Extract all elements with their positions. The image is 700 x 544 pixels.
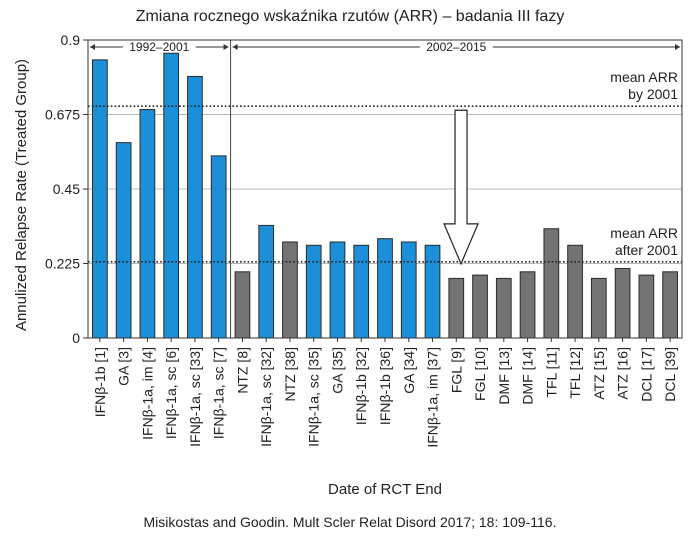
bar <box>210 155 227 339</box>
x-tick-label: FGL [10] <box>472 347 488 401</box>
bar <box>353 244 370 339</box>
bar <box>495 277 512 339</box>
x-tick-label: IFNβ-1a, sc [35] <box>306 347 322 447</box>
bar <box>305 244 322 339</box>
x-tick-label: ATZ [16] <box>615 347 631 400</box>
x-tick-label: IFNβ-1a, sc [6] <box>163 347 179 439</box>
bar <box>424 244 441 339</box>
period-label: 1992–2001 <box>129 40 189 54</box>
bar <box>448 277 465 339</box>
y-tick-label: 0.45 <box>53 181 80 197</box>
period-label: 2002–2015 <box>426 40 486 54</box>
x-tick-label: IFNβ-1a, im [37] <box>425 347 441 448</box>
x-tick-label: TFL [11] <box>543 347 559 398</box>
mean-label: after 2001 <box>615 242 678 258</box>
bar <box>400 241 417 339</box>
x-tick-label: ATZ [15] <box>591 347 607 400</box>
bar <box>662 271 678 339</box>
y-tick-label: 0.9 <box>61 32 81 48</box>
bracket-arrow-icon <box>223 44 229 50</box>
bracket-arrow-icon <box>675 44 680 50</box>
bar <box>258 224 275 339</box>
mean-label: by 2001 <box>628 86 678 102</box>
x-tick-label: DMF [13] <box>496 347 512 405</box>
bar <box>519 271 536 339</box>
x-tick-label: IFNβ-1a, sc [7] <box>211 347 227 439</box>
x-tick-label: GA [3] <box>116 347 132 386</box>
x-tick-label: FGL [9] <box>448 347 464 393</box>
x-tick-label: NTZ [38] <box>282 347 298 401</box>
bar <box>163 52 180 339</box>
y-tick-label: 0 <box>72 330 80 346</box>
x-tick-label: IFNβ-1b [1] <box>92 347 108 417</box>
bar <box>614 267 631 339</box>
bar <box>92 59 108 339</box>
bar <box>115 142 132 339</box>
y-tick-label: 0.225 <box>45 256 80 272</box>
x-tick-label: NTZ [8] <box>234 347 250 394</box>
x-tick-label: IFNβ-1b [36] <box>377 347 393 425</box>
bar <box>543 228 560 339</box>
x-tick-label: DCL [39] <box>662 347 678 402</box>
x-tick-label: GA [34] <box>401 347 417 394</box>
bar <box>638 274 655 339</box>
x-tick-label: TFL [12] <box>567 347 583 399</box>
x-tick-label: IFNβ-1b [32] <box>353 347 369 425</box>
x-tick-label: GA [35] <box>329 347 345 394</box>
bar <box>377 238 393 339</box>
bar <box>139 109 156 339</box>
x-tick-label: DCL [17] <box>638 347 654 402</box>
x-tick-label: IFNβ-1a, sc [32] <box>258 347 274 447</box>
mean-label: mean ARR <box>610 225 678 241</box>
decrease-arrow-icon <box>443 109 479 266</box>
y-tick-label: 0.675 <box>45 107 80 123</box>
bar <box>472 274 488 339</box>
x-tick-label: IFNβ-1a, im [4] <box>139 347 155 440</box>
bracket-arrow-icon <box>232 44 238 50</box>
mean-label: mean ARR <box>610 69 678 85</box>
bar <box>187 75 203 339</box>
source-citation: Misikostas and Goodin. Mult Scler Relat … <box>143 514 557 530</box>
bar <box>590 277 607 339</box>
bar <box>282 241 298 339</box>
x-tick-label: IFNβ-1a, sc [33] <box>187 347 203 447</box>
chart-title: Zmiana rocznego wskaźnika rzutów (ARR) –… <box>135 8 565 25</box>
x-tick-label: DMF [14] <box>520 347 536 405</box>
y-axis-title: Annulized Relapse Rate (Treated Group) <box>13 59 30 331</box>
bracket-arrow-icon <box>90 44 95 50</box>
bar <box>567 244 583 339</box>
x-axis-title: Date of RCT End <box>328 481 442 498</box>
bar <box>234 271 251 339</box>
bar <box>329 241 346 339</box>
